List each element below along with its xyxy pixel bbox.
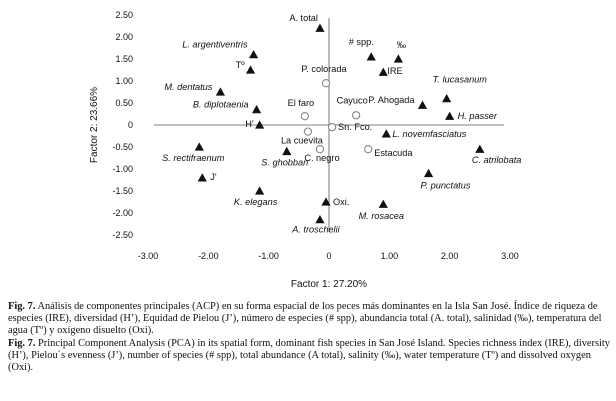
- circle-point-p-colorada: [321, 79, 331, 88]
- point-label-oxi: Oxi.: [333, 197, 349, 207]
- triangle-point-k-elegans: [255, 186, 265, 195]
- x-tick-label: 3.00: [501, 251, 519, 261]
- circle-point-cayuco: [351, 111, 361, 120]
- point-label-el-faro: El faro: [288, 98, 315, 108]
- x-tick-label: 2.00: [441, 251, 459, 261]
- point-label-spp: # spp.: [349, 37, 374, 47]
- caption-spanish-ref: Fig. 7.: [8, 301, 36, 312]
- caption-english-ref: Fig. 7.: [8, 337, 36, 349]
- circle-point-la-cuevita: [303, 127, 313, 136]
- circle-point-sn-fco: [327, 123, 337, 132]
- caption-english-text: Principal Component Analysis (PCA) in it…: [8, 337, 611, 374]
- circle-point-el-faro: [300, 112, 310, 121]
- point-label-b-diplotaenia: B. diplotaenia: [193, 100, 249, 110]
- point-label-t-lucasanum: T. lucasanum: [433, 75, 488, 85]
- triangle-point-j: [197, 173, 207, 182]
- triangle-point-spp: [366, 52, 376, 61]
- y-tick-label: -0.50: [112, 142, 133, 152]
- point-label-la-cuevita: La cuevita: [281, 136, 324, 146]
- point-label-p-colorada: P. colorada: [301, 64, 347, 74]
- y-tick-label: 1.00: [115, 76, 133, 86]
- y-axis-title: Factor 2: 23.66%: [89, 87, 100, 163]
- triangle-point-ire: [378, 67, 388, 76]
- triangle-point-l-argentiventris: [248, 50, 259, 59]
- caption-english: Fig. 7. Principal Component Analysis (PC…: [8, 338, 610, 375]
- point-label-t: Tº: [236, 60, 246, 70]
- triangle-point-b-diplotaenia: [252, 105, 262, 114]
- point-label-mark: ‰: [397, 40, 406, 50]
- x-axis-title: Factor 1: 27.20%: [291, 279, 367, 290]
- caption-spanish: Fig. 7. Análisis de componentes principa…: [8, 301, 610, 338]
- y-tick-label: 2.00: [115, 32, 133, 42]
- circle-point-c-negro: [315, 145, 325, 154]
- triangle-point-s-rectifraenum: [194, 142, 204, 151]
- triangle-point-mark: [393, 54, 403, 63]
- point-label-c-negro: C. negro: [304, 153, 339, 163]
- axes: 2.50 2.00 1.50 1.00 0.50 0 -0.50 -1.00 -1.50 -2.0…: [112, 10, 518, 261]
- point-label-cayuco: Cayuco: [337, 95, 368, 105]
- point-label-a-total: A. total: [289, 13, 318, 23]
- y-tick-label: 0.50: [115, 98, 133, 108]
- pca-scatter-plot: 2.50 2.00 1.50 1.00 0.50 0 -0.50 -1.00 -1.50 -2.0…: [89, 10, 521, 290]
- point-label-m-rosacea: M. rosacea: [359, 211, 404, 221]
- point-label-h-passer: H. passer: [458, 111, 498, 121]
- point-label-c-atrilobata: C. atrilobata: [472, 155, 522, 165]
- triangle-point-s-ghobban: [282, 146, 292, 156]
- data-marks: A. total # spp. ‰ IRE L. argentiventris Tº M. …: [162, 13, 521, 234]
- point-label-a-troschelii: A. troschelii: [291, 225, 340, 235]
- point-label-ire: IRE: [387, 66, 402, 76]
- point-label-estacuda: Estacuda: [374, 148, 413, 158]
- point-label-s-rectifraenum: S. rectifraenum: [162, 153, 225, 163]
- triangle-point-t: [245, 65, 256, 74]
- point-label-j: J': [210, 172, 217, 182]
- point-label-sn-fco: Sn. Fco.: [338, 122, 372, 132]
- triangle-point-h: [255, 120, 265, 129]
- y-tick-label: 1.50: [115, 54, 133, 64]
- triangle-point-m-dentatus: [215, 87, 225, 96]
- y-tick-label: -1.00: [112, 164, 133, 174]
- triangle-point-a-total: [315, 23, 325, 32]
- triangle-point-p-punctatus: [423, 168, 434, 178]
- point-label-p-ahogada: P. Ahogada: [368, 95, 415, 105]
- x-tick-label: 1.00: [381, 251, 399, 261]
- triangle-point-c-atrilobata: [475, 144, 485, 153]
- triangle-point-oxi: [321, 197, 331, 206]
- figure-caption: Fig. 7. Análisis de componentes principa…: [8, 301, 610, 374]
- triangle-point-l-novemfasciatus: [381, 129, 391, 138]
- x-tick-label: -2.00: [198, 251, 219, 261]
- circle-point-estacuda: [364, 145, 373, 154]
- y-tick-label: -2.00: [112, 208, 133, 218]
- y-tick-label: 0: [128, 120, 133, 130]
- point-label-l-argentiventris: L. argentiventris: [182, 40, 248, 50]
- caption-spanish-text: Análisis de componentes principales (ACP…: [8, 301, 602, 337]
- triangle-point-t-lucasanum: [442, 94, 452, 103]
- triangle-point-h-passer: [445, 111, 455, 120]
- point-label-h: H': [245, 119, 254, 129]
- point-label-p-punctatus: P. punctatus: [421, 180, 471, 190]
- x-tick-label: 0: [326, 251, 331, 261]
- point-label-s-ghobban: S. ghobban: [261, 157, 308, 167]
- x-tick-label: -1.00: [258, 251, 279, 261]
- y-tick-label: -2.50: [112, 230, 133, 240]
- y-tick-label: 2.50: [115, 10, 133, 20]
- y-tick-label: -1.50: [112, 186, 133, 196]
- triangle-point-m-rosacea: [378, 199, 388, 208]
- triangle-point-a-troschelii: [315, 215, 325, 224]
- point-label-l-novemfasciatus: L. novemfasciatus: [392, 129, 466, 139]
- point-label-m-dentatus: M. dentatus: [164, 82, 212, 92]
- point-label-k-elegans: K. elegans: [234, 197, 278, 207]
- triangle-point-p-ahogada: [417, 100, 428, 109]
- x-tick-label: -3.00: [138, 251, 159, 261]
